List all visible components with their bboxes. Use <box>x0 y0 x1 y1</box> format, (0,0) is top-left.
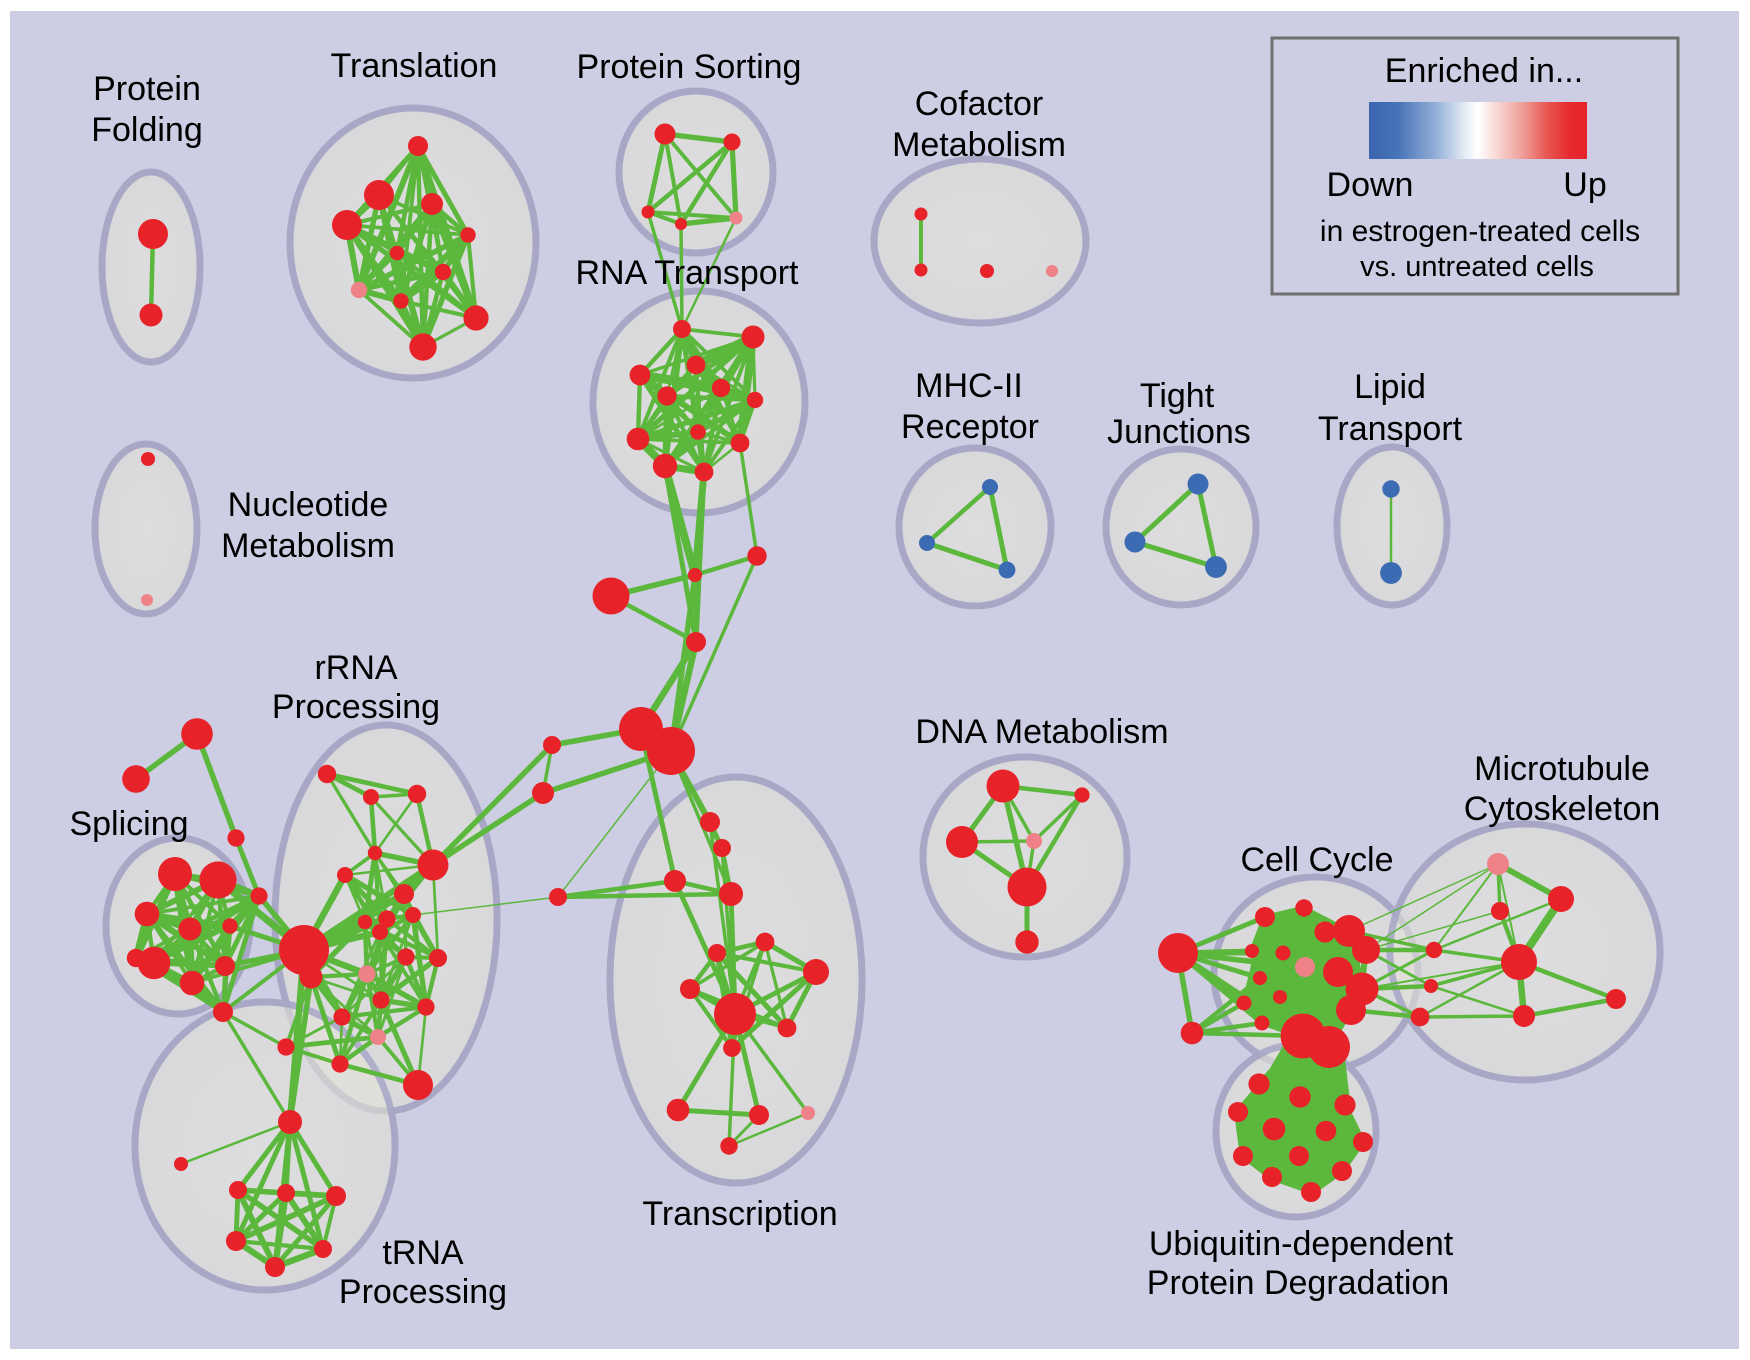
svg-text:Metabolism: Metabolism <box>221 527 395 565</box>
svg-text:Transport: Transport <box>1318 410 1463 448</box>
svg-text:Processing: Processing <box>339 1273 507 1311</box>
svg-text:Protein Degradation: Protein Degradation <box>1147 1264 1449 1302</box>
svg-text:Enriched in...: Enriched in... <box>1385 52 1583 90</box>
svg-text:Cell Cycle: Cell Cycle <box>1240 841 1393 879</box>
svg-text:Receptor: Receptor <box>901 408 1039 446</box>
svg-text:Transcription: Transcription <box>642 1195 837 1233</box>
svg-text:Up: Up <box>1563 166 1606 204</box>
svg-text:Processing: Processing <box>272 688 440 726</box>
svg-text:Translation: Translation <box>331 47 498 85</box>
svg-text:rRNA: rRNA <box>314 649 397 687</box>
svg-text:in estrogen-treated cells: in estrogen-treated cells <box>1320 215 1640 248</box>
svg-text:vs. untreated cells: vs. untreated cells <box>1360 251 1594 283</box>
svg-text:Down: Down <box>1327 166 1414 204</box>
svg-text:Protein Sorting: Protein Sorting <box>577 48 802 86</box>
svg-text:Folding: Folding <box>91 111 203 149</box>
svg-text:Nucleotide: Nucleotide <box>228 486 389 524</box>
svg-text:Cytoskeleton: Cytoskeleton <box>1464 790 1661 828</box>
svg-text:MHC-II: MHC-II <box>915 367 1023 405</box>
svg-text:Cofactor: Cofactor <box>915 85 1044 123</box>
svg-text:Lipid: Lipid <box>1354 368 1426 406</box>
svg-text:Tight: Tight <box>1140 377 1215 415</box>
svg-text:Microtubule: Microtubule <box>1474 750 1650 788</box>
svg-text:Metabolism: Metabolism <box>892 126 1066 164</box>
svg-text:RNA Transport: RNA Transport <box>576 254 800 292</box>
svg-text:Splicing: Splicing <box>69 805 188 843</box>
svg-text:DNA Metabolism: DNA Metabolism <box>915 713 1168 751</box>
svg-text:Protein: Protein <box>93 70 201 108</box>
svg-text:tRNA: tRNA <box>382 1234 464 1272</box>
svg-text:Ubiquitin-dependent: Ubiquitin-dependent <box>1149 1225 1454 1263</box>
svg-text:Junctions: Junctions <box>1107 413 1251 451</box>
